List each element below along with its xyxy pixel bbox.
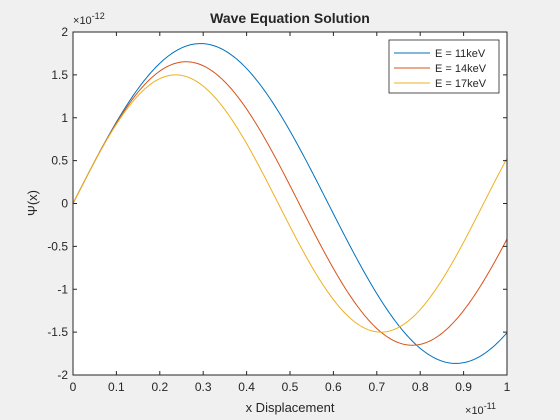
legend-box (388, 39, 500, 94)
x-tick-label: 0.1 (108, 380, 125, 394)
y-tick-label: -1.5 (47, 325, 68, 339)
y-tick-label: 0.5 (51, 154, 68, 168)
x-axis-label: x Displacement (246, 400, 335, 415)
series-line-2 (72, 61, 508, 346)
x-tick-label: 0.4 (238, 380, 255, 394)
x-tick-label: 0.2 (151, 380, 168, 394)
x-tick-label: 0 (70, 380, 77, 394)
legend-label-3: E = 17keV (435, 78, 487, 90)
series-line-3 (72, 74, 508, 333)
legend: E = 11keV E = 14keV E = 17keV (388, 39, 500, 94)
svg-text:×10-11: ×10-11 (465, 401, 496, 417)
x-exponent-times: × (465, 405, 471, 417)
x-tick-label: 0.8 (412, 380, 429, 394)
legend-label-2: E = 14keV (435, 63, 487, 75)
series-layer (72, 43, 508, 364)
y-tick-label: -1 (57, 282, 68, 296)
y-tick-label: 0 (61, 197, 68, 211)
x-tick-label: 0.6 (325, 380, 342, 394)
x-tick-label: 0.3 (195, 380, 212, 394)
x-tick-label: 1 (504, 380, 511, 394)
y-exponent-power: -12 (92, 11, 105, 21)
x-exponent: ×10-11 (465, 401, 496, 417)
svg-text:×10-12: ×10-12 (73, 11, 105, 27)
y-tick-label: 1 (61, 111, 68, 125)
x-tick-label: 0.9 (455, 380, 472, 394)
y-axis-label: Ψ(x) (25, 190, 40, 216)
chart-title: Wave Equation Solution (210, 10, 370, 26)
y-exponent: ×10-12 (73, 11, 105, 27)
x-ticks: 0 0.1 0.2 0.3 0.4 0.5 0.6 0.7 0.8 0.9 1 (70, 32, 511, 394)
y-tick-label: -2 (57, 368, 68, 382)
x-exponent-power: -11 (484, 401, 496, 411)
y-ticks: 2 1.5 1 0.5 0 -0.5 -1 -1.5 -2 (47, 25, 507, 382)
series-line-1 (72, 43, 508, 364)
y-tick-label: 1.5 (51, 68, 68, 82)
x-tick-label: 0.5 (282, 380, 299, 394)
y-tick-label: 2 (61, 25, 68, 39)
x-tick-label: 0.7 (368, 380, 385, 394)
y-exponent-times: × (73, 15, 79, 27)
legend-label-1: E = 11keV (435, 48, 486, 60)
legend-items: E = 11keV E = 14keV E = 17keV (394, 48, 487, 90)
x-exponent-base: 10 (471, 405, 483, 417)
y-exponent-base: 10 (79, 15, 91, 27)
y-tick-label: -0.5 (47, 239, 68, 253)
